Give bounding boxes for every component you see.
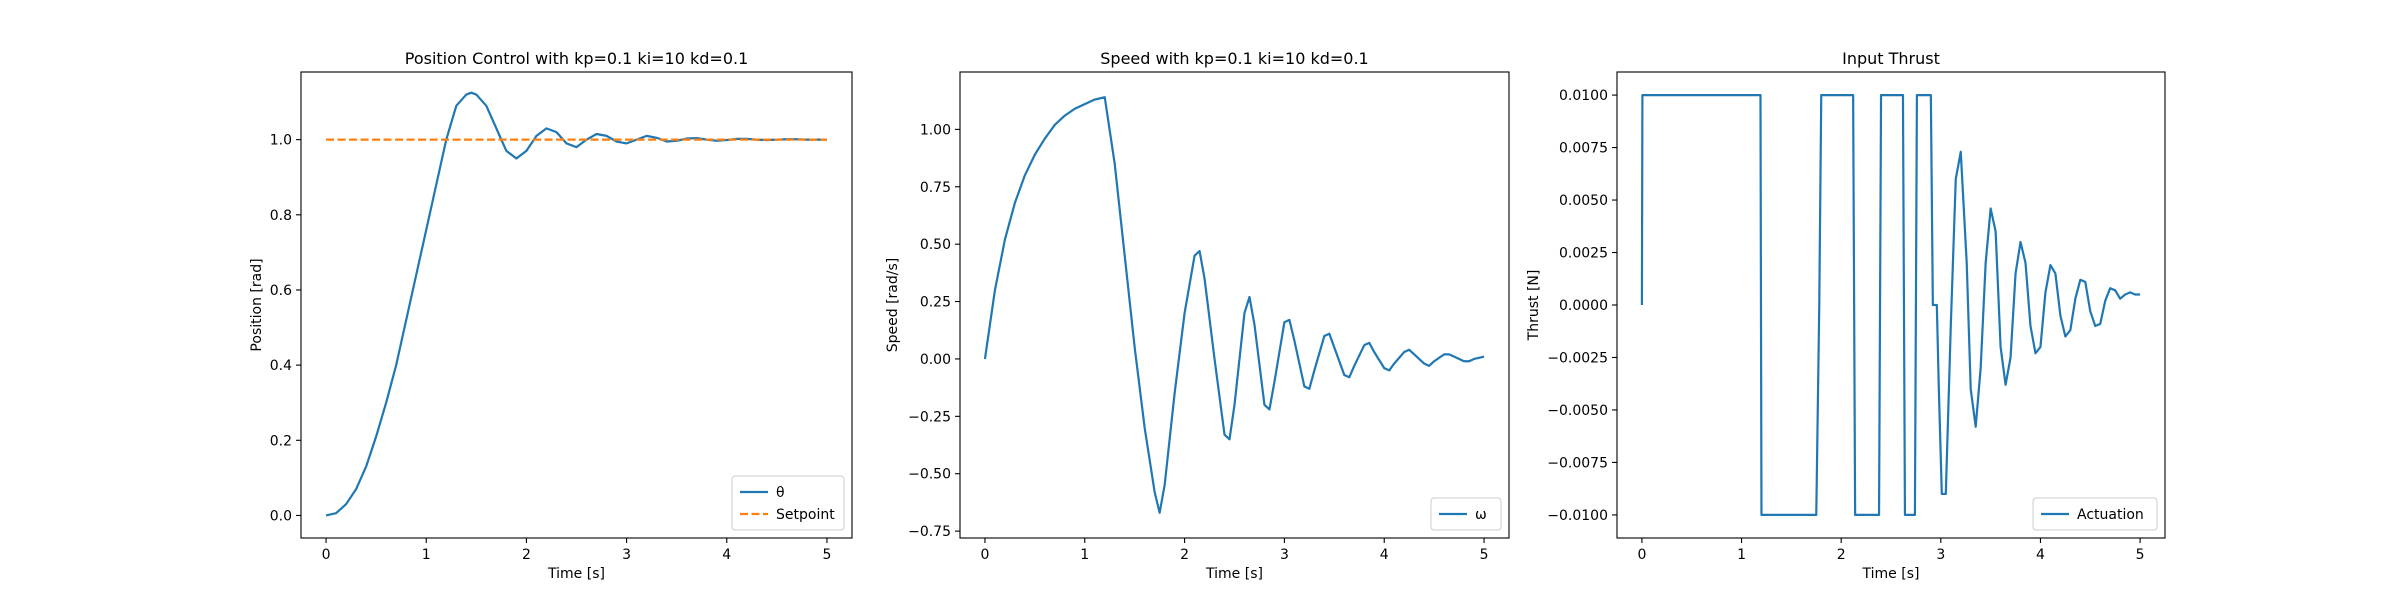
chart-1-x-tick-label: 5 xyxy=(1480,547,1489,563)
chart-0-legend-box xyxy=(731,475,845,531)
chart-0-x-tick-label: 5 xyxy=(822,547,831,563)
chart-0-y-tick-label: 0.0 xyxy=(270,508,292,524)
chart-2-x-axis-label: Time [s] xyxy=(1862,566,1920,582)
chart-2-y-tick-label: −0.0100 xyxy=(1547,508,1608,524)
thrust-chart: 0 1 2 3 4 5 −0.0100 −0.0075 −0.0050 −0.0025 0.0000… xyxy=(1526,49,2166,582)
chart-1-y-tick-label: 0.50 xyxy=(920,237,951,253)
chart-2-y-tick-label: 0.0075 xyxy=(1559,141,1608,157)
speed-chart: 0 1 2 3 4 5 −0.75 −0.50 −0.25 0.00 0.25 0.50 0.75 1.0… xyxy=(885,49,1510,582)
chart-2-x-tick-label: 3 xyxy=(1936,547,1945,563)
chart-1-x-tick-label: 0 xyxy=(980,547,989,563)
chart-2-x-tick-label: 2 xyxy=(1837,547,1846,563)
chart-2-series-line-0 xyxy=(1640,93,2141,517)
chart-0-y-tick-label: 0.6 xyxy=(270,283,292,299)
chart-1-y-tick-label: 1.00 xyxy=(920,122,951,138)
chart-0-x-tick-label: 4 xyxy=(722,547,731,563)
chart-1-legend-label-0: ω xyxy=(1475,507,1487,523)
chart-1-x-axis-label: Time [s] xyxy=(1205,566,1263,582)
chart-2-y-tick-label: −0.0025 xyxy=(1547,350,1608,366)
chart-1-y-axis-label: Speed [rad/s] xyxy=(885,258,901,353)
chart-0-title: Position Control with kp=0.1 ki=10 kd=0.… xyxy=(405,49,749,68)
chart-2-y-tick-label: −0.0050 xyxy=(1547,403,1608,419)
chart-1-y-tick-label: −0.50 xyxy=(908,467,951,483)
chart-0-x-tick-label: 2 xyxy=(522,547,531,563)
chart-2-y-tick-label: 0.0000 xyxy=(1559,298,1608,314)
chart-1-x-tick-label: 4 xyxy=(1380,547,1389,563)
chart-2-x-tick-label: 4 xyxy=(2036,547,2045,563)
chart-2-x-tick-label: 0 xyxy=(1637,547,1646,563)
chart-2-x-tick-label: 1 xyxy=(1737,547,1746,563)
chart-1-title: Speed with kp=0.1 ki=10 kd=0.1 xyxy=(1100,49,1368,68)
chart-0-x-axis-label: Time [s] xyxy=(547,566,605,582)
chart-1-y-tick-label: 0.75 xyxy=(920,180,951,196)
chart-0-x-tick-label: 1 xyxy=(422,547,431,563)
chart-1-y-tick-label: −0.75 xyxy=(908,524,951,540)
chart-1-series-line-0 xyxy=(983,96,1485,514)
chart-2-x-tick-label: 5 xyxy=(2136,547,2145,563)
chart-0-y-tick-label: 0.8 xyxy=(270,208,292,224)
chart-1-y-tick-label: −0.25 xyxy=(908,409,951,425)
chart-1-x-tick-label: 1 xyxy=(1080,547,1089,563)
chart-0-legend-label-0: θ xyxy=(776,485,785,501)
chart-0-series-line-0 xyxy=(325,91,827,517)
chart-0-y-tick-label: 0.4 xyxy=(270,358,292,374)
chart-0-plot-frame xyxy=(300,71,853,539)
chart-2-legend-label-0: Actuation xyxy=(2077,507,2144,523)
chart-0-x-tick-label: 3 xyxy=(622,547,631,563)
position-chart: 0 1 2 3 4 5 0.0 0.2 0.4 0.6 0.8 1.0 Position Control… xyxy=(249,49,853,582)
chart-1-plot-frame xyxy=(959,71,1510,539)
chart-1-x-tick-label: 3 xyxy=(1280,547,1289,563)
chart-1-y-tick-label: 0.25 xyxy=(920,295,951,311)
chart-2-legend-box xyxy=(2032,497,2158,531)
chart-0-y-axis-label: Position [rad] xyxy=(249,258,265,351)
chart-0-legend: θ Setpoint xyxy=(731,475,845,531)
chart-2-y-tick-label: 0.0050 xyxy=(1559,193,1608,209)
chart-2-plot-frame xyxy=(1616,71,2166,539)
chart-0-y-tick-label: 1.0 xyxy=(270,133,292,149)
chart-1-legend: ω xyxy=(1430,497,1502,531)
chart-2-y-tick-label: −0.0075 xyxy=(1547,455,1608,471)
chart-0-x-tick-label: 0 xyxy=(322,547,331,563)
chart-0-y-tick-label: 0.2 xyxy=(270,433,292,449)
chart-2-y-axis-label: Thrust [N] xyxy=(1526,270,1542,342)
chart-2-title: Input Thrust xyxy=(1842,49,1940,68)
chart-0-legend-label-1: Setpoint xyxy=(776,507,835,523)
chart-2-y-tick-label: 0.0100 xyxy=(1559,88,1608,104)
chart-1-y-tick-label: 0.00 xyxy=(920,352,951,368)
chart-2-legend: Actuation xyxy=(2032,497,2158,531)
chart-1-x-tick-label: 2 xyxy=(1180,547,1189,563)
chart-2-y-tick-label: 0.0025 xyxy=(1559,246,1608,262)
